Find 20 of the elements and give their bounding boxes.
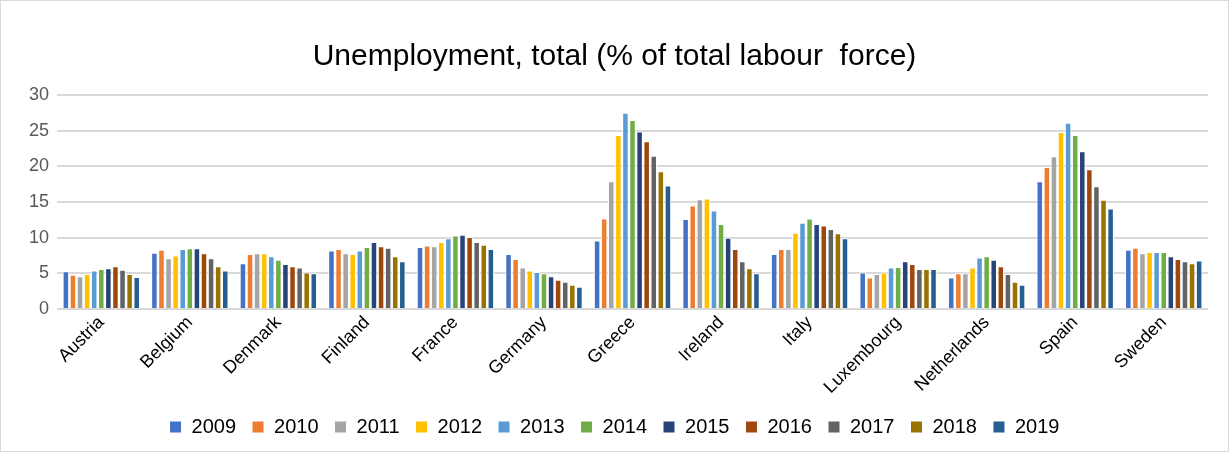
y-tick-label: 30 — [28, 83, 50, 104]
legend-label: 2016 — [767, 414, 812, 437]
x-tick-label: Italy — [778, 311, 816, 350]
y-tick-label: 10 — [28, 226, 50, 247]
chart-title: Unemployment, total (% of total labour force) — [312, 38, 917, 72]
legend-label: 2018 — [932, 414, 977, 437]
legend-label: 2013 — [520, 414, 565, 437]
y-tick-label: 25 — [28, 119, 50, 140]
y-tick-label: 20 — [28, 155, 50, 176]
legend-label: 2009 — [191, 414, 237, 437]
y-tick-label: 5 — [39, 262, 50, 283]
legend-label: 2014 — [602, 414, 648, 437]
legend-label: 2015 — [685, 414, 730, 437]
y-tick-label: 0 — [39, 297, 50, 318]
legend-label: 2017 — [849, 414, 895, 437]
legend-label: 2019 — [1014, 414, 1060, 437]
y-tick-label: 15 — [28, 190, 50, 211]
legend-label: 2010 — [274, 414, 319, 437]
legend-label: 2011 — [356, 414, 400, 437]
legend-label: 2012 — [437, 414, 483, 437]
